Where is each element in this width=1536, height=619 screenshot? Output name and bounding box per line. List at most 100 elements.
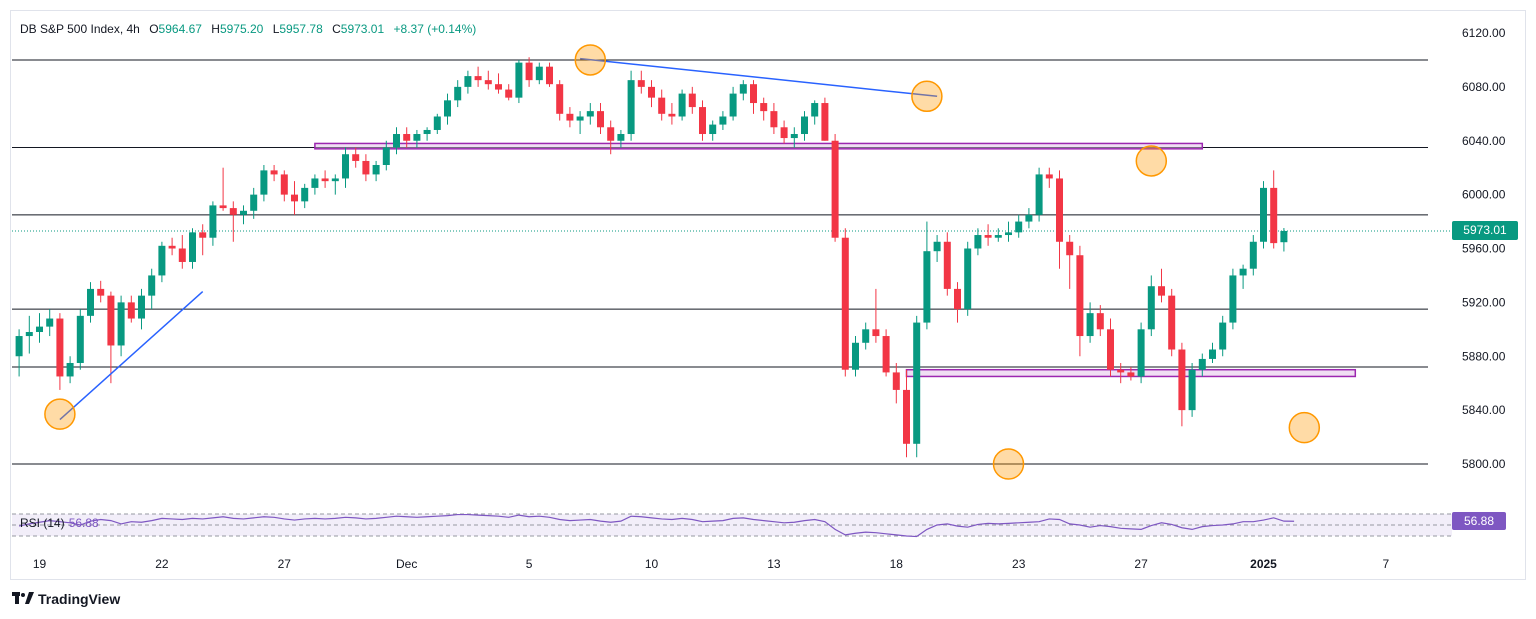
rsi-band-background bbox=[12, 514, 1452, 536]
candle-body bbox=[566, 113, 574, 121]
candle-body bbox=[801, 116, 808, 135]
candle-body bbox=[1168, 295, 1176, 350]
trendline bbox=[59, 291, 204, 421]
candle-body bbox=[66, 362, 74, 377]
rsi-label: RSI (14) bbox=[20, 516, 65, 530]
candle-body bbox=[495, 84, 502, 90]
highlight-circle-marker bbox=[1135, 145, 1168, 177]
candle-body bbox=[484, 80, 492, 85]
candle-body bbox=[1096, 313, 1104, 330]
support-resistance-zone bbox=[314, 142, 1204, 150]
candle-body bbox=[760, 103, 768, 112]
x-axis-tick-label: 10 bbox=[645, 557, 659, 571]
candle-body bbox=[1209, 349, 1216, 359]
candle-body bbox=[719, 116, 727, 125]
y-axis-tick-label: 5880.00 bbox=[1462, 349, 1506, 363]
candle-body bbox=[586, 111, 594, 117]
y-axis-tick-label: 5800.00 bbox=[1462, 457, 1506, 471]
candle-body bbox=[240, 210, 247, 215]
candle-body bbox=[1158, 286, 1165, 296]
candle-body bbox=[994, 235, 1002, 238]
x-axis-tick-label: 5 bbox=[526, 557, 533, 571]
x-axis-tick-label: 19 bbox=[33, 557, 47, 571]
candle-body bbox=[648, 86, 655, 98]
high-value: 5975.20 bbox=[219, 22, 264, 36]
candle-body bbox=[382, 147, 390, 165]
candle-body bbox=[933, 241, 941, 252]
tradingview-logo-icon bbox=[12, 591, 34, 607]
candle-body bbox=[1280, 230, 1288, 243]
candle-body bbox=[903, 389, 910, 444]
candle-body bbox=[36, 326, 43, 333]
candle-body bbox=[923, 251, 931, 323]
candle-body bbox=[1270, 187, 1278, 244]
candle-body bbox=[1045, 174, 1053, 179]
candle-body bbox=[301, 187, 309, 202]
candle-body bbox=[1066, 241, 1074, 256]
candle-body bbox=[750, 84, 757, 104]
candle-body bbox=[729, 93, 737, 117]
candle-body bbox=[433, 116, 441, 130]
rsi-line bbox=[18, 513, 1295, 538]
candle-body bbox=[321, 178, 329, 182]
candle-body bbox=[189, 232, 196, 262]
candle-body bbox=[1249, 241, 1257, 269]
candle-body bbox=[872, 329, 880, 337]
candle-body bbox=[331, 178, 339, 182]
candle-body bbox=[1178, 349, 1186, 411]
candle-body bbox=[352, 154, 360, 161]
x-axis-tick-label: 22 bbox=[155, 557, 169, 571]
candle-body bbox=[1107, 329, 1114, 370]
candle-body bbox=[393, 134, 400, 148]
x-axis-tick-label: 23 bbox=[1012, 557, 1026, 571]
tradingview-wordmark: TradingView bbox=[38, 591, 121, 607]
candle-body bbox=[168, 245, 176, 249]
y-axis-tick-label: 6080.00 bbox=[1462, 80, 1506, 94]
candle-body bbox=[178, 248, 186, 262]
high-label: H bbox=[211, 22, 220, 36]
candle-body bbox=[515, 62, 523, 98]
candle-body bbox=[1015, 221, 1023, 233]
candle-body bbox=[576, 116, 584, 121]
candle-body bbox=[117, 302, 125, 346]
last-price-badge: 5973.01 bbox=[1452, 221, 1518, 240]
price-chart[interactable]: 5800.00 5840.00 5880.00 5920.00 5960.00 6000.… bbox=[0, 0, 1536, 580]
y-axis-tick-label: 6040.00 bbox=[1462, 134, 1506, 148]
candle-body bbox=[148, 275, 156, 296]
highlight-circle-marker bbox=[574, 44, 607, 76]
candle-body bbox=[474, 76, 482, 81]
candle-body bbox=[229, 208, 237, 215]
tradingview-branding[interactable]: TradingView bbox=[12, 591, 120, 607]
candle-body bbox=[56, 318, 64, 377]
candle-body bbox=[821, 103, 829, 141]
candle-body bbox=[535, 66, 543, 81]
candle-body bbox=[790, 134, 798, 139]
candle-body bbox=[688, 93, 696, 108]
candle-body bbox=[107, 295, 115, 346]
candle-body bbox=[505, 89, 513, 98]
candle-body bbox=[464, 76, 472, 87]
candle-body bbox=[311, 178, 319, 188]
candle-body bbox=[291, 194, 298, 202]
candle-body bbox=[372, 164, 380, 175]
candle-body bbox=[87, 288, 94, 316]
candle-body bbox=[1260, 187, 1267, 242]
candle-body bbox=[831, 140, 839, 238]
candle-body bbox=[1229, 275, 1237, 323]
close-value: 5973.01 bbox=[340, 22, 385, 36]
candle-body bbox=[1035, 174, 1043, 215]
candle-body bbox=[97, 288, 105, 296]
candle-body bbox=[413, 134, 421, 141]
candle-body bbox=[1086, 313, 1094, 337]
candle-body bbox=[219, 205, 227, 209]
candle-body bbox=[158, 245, 166, 276]
low-value: 5957.78 bbox=[279, 22, 323, 36]
change-value: +8.37 (+0.14%) bbox=[393, 22, 477, 36]
candle-body bbox=[76, 315, 84, 363]
candle-body bbox=[607, 127, 615, 141]
candle-body bbox=[362, 160, 370, 175]
candle-body bbox=[709, 124, 717, 135]
chart-frame[interactable] bbox=[10, 10, 1526, 580]
candle-body bbox=[127, 302, 135, 319]
candle-body bbox=[699, 107, 706, 135]
